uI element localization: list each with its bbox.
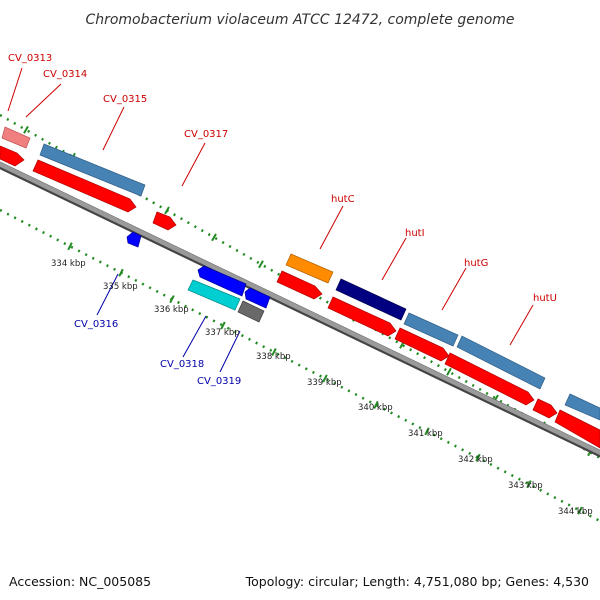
- inner-major-tick: [67, 242, 73, 251]
- label-hutc[interactable]: hutC: [331, 194, 355, 205]
- label-cv0317[interactable]: CV_0317: [184, 129, 228, 140]
- feature-cv0316-cds[interactable]: [126, 231, 142, 248]
- label-cv0313[interactable]: CV_0313: [8, 53, 52, 64]
- kbp-label-337: 337 kbp: [205, 328, 240, 338]
- leader-hutc: [319, 205, 344, 250]
- kbp-label-344: 344 kbp: [558, 507, 593, 517]
- leader-cv0319: [219, 330, 241, 373]
- kbp-label-342: 342 kbp: [458, 455, 493, 465]
- leader-cv0313: [7, 67, 23, 112]
- kbp-label-336: 336 kbp: [154, 305, 189, 315]
- inner-major-tick: [475, 453, 481, 462]
- leader-hutu: [509, 304, 534, 346]
- leader-cv0316: [96, 273, 119, 316]
- label-cv0316[interactable]: CV_0316: [74, 319, 118, 330]
- reverse-gene-labels: CV_0316 CV_0318 CV_0319: [74, 273, 241, 387]
- kbp-label-339: 339 kbp: [307, 378, 342, 388]
- feature-small-red-cds[interactable]: [532, 398, 558, 419]
- kbp-label-340: 340 kbp: [358, 403, 393, 413]
- feature-blue-cds[interactable]: [197, 265, 247, 297]
- label-hutu[interactable]: hutU: [533, 293, 557, 304]
- leader-huti: [381, 237, 407, 281]
- feature-hutc-red-cds[interactable]: [276, 270, 323, 300]
- leader-cv0318: [182, 315, 207, 358]
- label-cv0319[interactable]: CV_0319: [197, 376, 241, 387]
- outer-major-tick: [446, 367, 452, 376]
- feature-blue-small-cds[interactable]: [244, 287, 271, 309]
- feature-edge-red-cds[interactable]: [554, 409, 600, 449]
- feature-huti-red-cds[interactable]: [327, 296, 397, 337]
- kbp-label-334: 334 kbp: [51, 259, 86, 269]
- leader-hutg: [441, 267, 467, 311]
- kbp-label-335: 335 kbp: [103, 282, 138, 292]
- kbp-label-338: 338 kbp: [256, 352, 291, 362]
- feature-cv0317-cds[interactable]: [152, 211, 177, 231]
- feature-cv0313-cds[interactable]: [0, 145, 25, 167]
- feature-hutu-cds[interactable]: [456, 335, 546, 390]
- feature-next-cds[interactable]: [564, 393, 600, 421]
- accession-text: Accession: NC_005085: [9, 574, 151, 589]
- feature-hutu-red-cds[interactable]: [444, 352, 535, 406]
- kbp-label-343: 343 kbp: [508, 481, 543, 491]
- inner-major-ticks: [67, 242, 583, 515]
- backbone: [0, 161, 600, 458]
- feature-cv0319-cds[interactable]: [237, 300, 265, 323]
- label-huti[interactable]: hutI: [405, 228, 425, 239]
- topology-summary-text: Topology: circular; Length: 4,751,080 bp…: [245, 574, 589, 589]
- kbp-ruler-labels: 334 kbp 335 kbp 336 kbp 337 kbp 338 kbp …: [51, 259, 593, 517]
- kbp-label-341: 341 kbp: [408, 429, 443, 439]
- inner-major-tick: [118, 268, 124, 277]
- feature-hutg-cds[interactable]: [403, 312, 459, 347]
- inner-minor-ticks: [0, 208, 600, 523]
- leader-cv0315: [102, 106, 125, 151]
- feature-hutc-cds[interactable]: [285, 253, 334, 284]
- inner-major-tick: [526, 480, 532, 489]
- inner-major-tick: [271, 348, 277, 357]
- backbone-line: [0, 161, 600, 456]
- label-cv0314[interactable]: CV_0314: [43, 69, 87, 80]
- feature-cv0315-red-cds[interactable]: [32, 159, 137, 213]
- inner-major-tick: [424, 427, 430, 436]
- inner-major-tick: [322, 374, 328, 383]
- label-hutg[interactable]: hutG: [464, 258, 488, 269]
- inner-major-tick: [577, 506, 583, 515]
- leader-cv0314: [25, 83, 62, 118]
- inner-major-tick: [220, 321, 226, 330]
- forward-features: [1, 126, 600, 421]
- label-cv0315[interactable]: CV_0315: [103, 94, 147, 105]
- outer-major-tick: [164, 206, 170, 215]
- outer-major-tick: [211, 233, 217, 242]
- label-cv0318[interactable]: CV_0318: [160, 359, 204, 370]
- inner-major-tick: [169, 295, 175, 304]
- outer-major-tick: [23, 125, 29, 134]
- reverse-features: [0, 145, 600, 449]
- leader-cv0317: [181, 142, 206, 187]
- feature-cv0315-cds[interactable]: [39, 143, 146, 197]
- inner-tick-ring: [0, 208, 600, 523]
- feature-cv0313-rrna[interactable]: [1, 126, 31, 149]
- inner-major-tick: [373, 400, 379, 409]
- feature-hutg-red-cds[interactable]: [394, 327, 450, 362]
- feature-cv0318-cds[interactable]: [187, 279, 241, 311]
- inner-features: [126, 231, 271, 323]
- map-title: Chromobacterium violaceum ATCC 12472, co…: [85, 12, 514, 28]
- outer-major-tick: [258, 260, 264, 269]
- feature-huti-cds[interactable]: [335, 278, 407, 321]
- forward-gene-labels: CV_0313 CV_0314 CV_0315 CV_0317 hutC hut…: [7, 53, 557, 346]
